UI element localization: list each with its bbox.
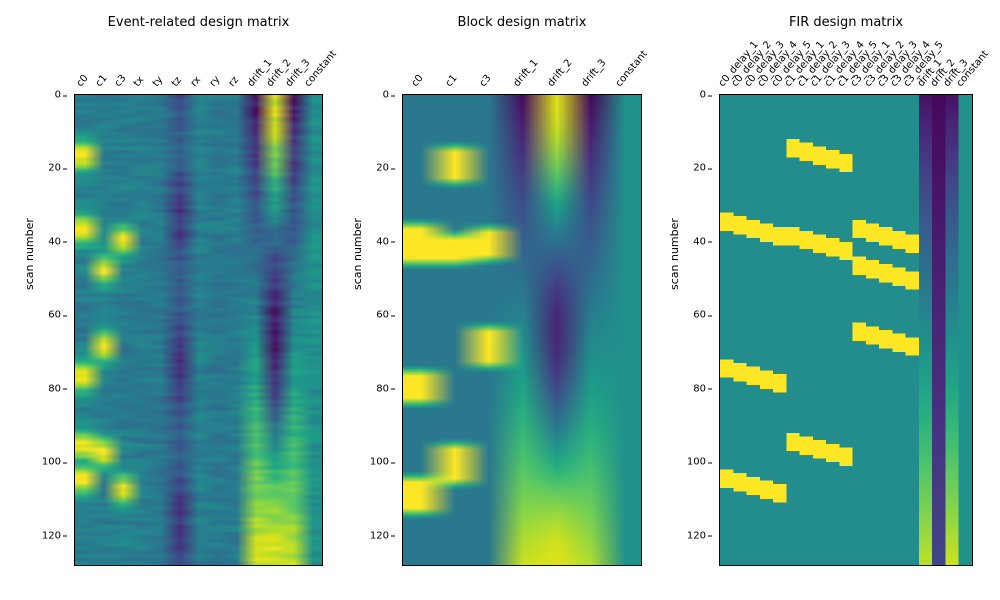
heatmap-canvas bbox=[75, 95, 322, 565]
x-column-label: drift_1 bbox=[512, 58, 541, 89]
y-tick: 80 bbox=[693, 383, 706, 394]
x-column-label: c3 bbox=[112, 73, 128, 89]
heatmap-canvas bbox=[720, 95, 972, 565]
x-column-label: c1 bbox=[444, 73, 460, 89]
y-tick: 0 bbox=[55, 90, 61, 101]
panel-title: FIR design matrix bbox=[720, 15, 972, 30]
x-column-label: rz bbox=[226, 75, 240, 89]
y-tick: 0 bbox=[700, 90, 706, 101]
panel-fir: FIR design matrix c0_delay_1c0_delay_2c0… bbox=[720, 95, 972, 565]
y-axis-label: scan number bbox=[351, 218, 364, 290]
y-tick: 60 bbox=[693, 310, 706, 321]
x-column-label: tx bbox=[131, 74, 146, 89]
y-tick: 0 bbox=[383, 90, 389, 101]
y-tick: 100 bbox=[687, 457, 706, 468]
y-tick: 20 bbox=[48, 163, 61, 174]
panel-event-related: Event-related design matrix c0c1c3txtytz… bbox=[75, 95, 322, 565]
y-tick: 100 bbox=[370, 457, 389, 468]
y-tick: 80 bbox=[48, 383, 61, 394]
y-tick: 60 bbox=[48, 310, 61, 321]
x-column-label: c1 bbox=[93, 73, 109, 89]
y-tick: 40 bbox=[376, 236, 389, 247]
heatmap-plot bbox=[75, 95, 322, 565]
panel-title: Event-related design matrix bbox=[75, 15, 322, 30]
panel-title: Block design matrix bbox=[403, 15, 641, 30]
x-column-label: drift_2 bbox=[546, 58, 575, 89]
x-column-label: constant bbox=[614, 49, 650, 89]
x-column-label: c0 bbox=[74, 73, 90, 89]
heatmap-canvas bbox=[403, 95, 641, 565]
x-column-label: ty bbox=[150, 74, 165, 89]
x-column-label: c0 bbox=[410, 73, 426, 89]
x-column-label: rx bbox=[188, 74, 203, 89]
y-tick: 120 bbox=[42, 530, 61, 541]
x-column-label: ry bbox=[207, 74, 222, 89]
y-tick: 120 bbox=[370, 530, 389, 541]
x-column-label: tz bbox=[169, 75, 183, 89]
y-tick: 40 bbox=[48, 236, 61, 247]
y-tick: 100 bbox=[42, 457, 61, 468]
panel-block: Block design matrix c0c1c3drift_1drift_2… bbox=[403, 95, 641, 565]
y-axis-label: scan number bbox=[668, 218, 681, 290]
y-tick: 20 bbox=[693, 163, 706, 174]
y-tick: 120 bbox=[687, 530, 706, 541]
y-tick: 60 bbox=[376, 310, 389, 321]
x-column-label: c3 bbox=[478, 73, 494, 89]
y-tick: 20 bbox=[376, 163, 389, 174]
y-tick: 40 bbox=[693, 236, 706, 247]
figure: Event-related design matrix c0c1c3txtytz… bbox=[0, 0, 1000, 600]
heatmap-plot bbox=[720, 95, 972, 565]
x-column-label: drift_3 bbox=[580, 58, 609, 89]
heatmap-plot bbox=[403, 95, 641, 565]
y-tick: 80 bbox=[376, 383, 389, 394]
y-axis-label: scan number bbox=[23, 218, 36, 290]
